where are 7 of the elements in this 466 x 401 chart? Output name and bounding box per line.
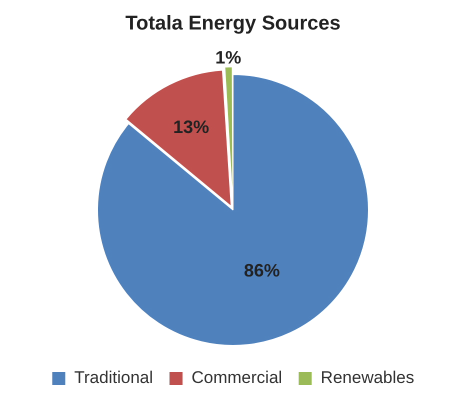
legend-label: Commercial bbox=[192, 368, 282, 388]
legend-label: Renewables bbox=[320, 368, 414, 388]
chart-title: Totala Energy Sources bbox=[125, 12, 341, 35]
data-label: 1% bbox=[215, 48, 242, 68]
data-label: 13% bbox=[173, 116, 210, 137]
data-label: 86% bbox=[244, 260, 280, 280]
legend-label: Traditional bbox=[74, 368, 154, 388]
